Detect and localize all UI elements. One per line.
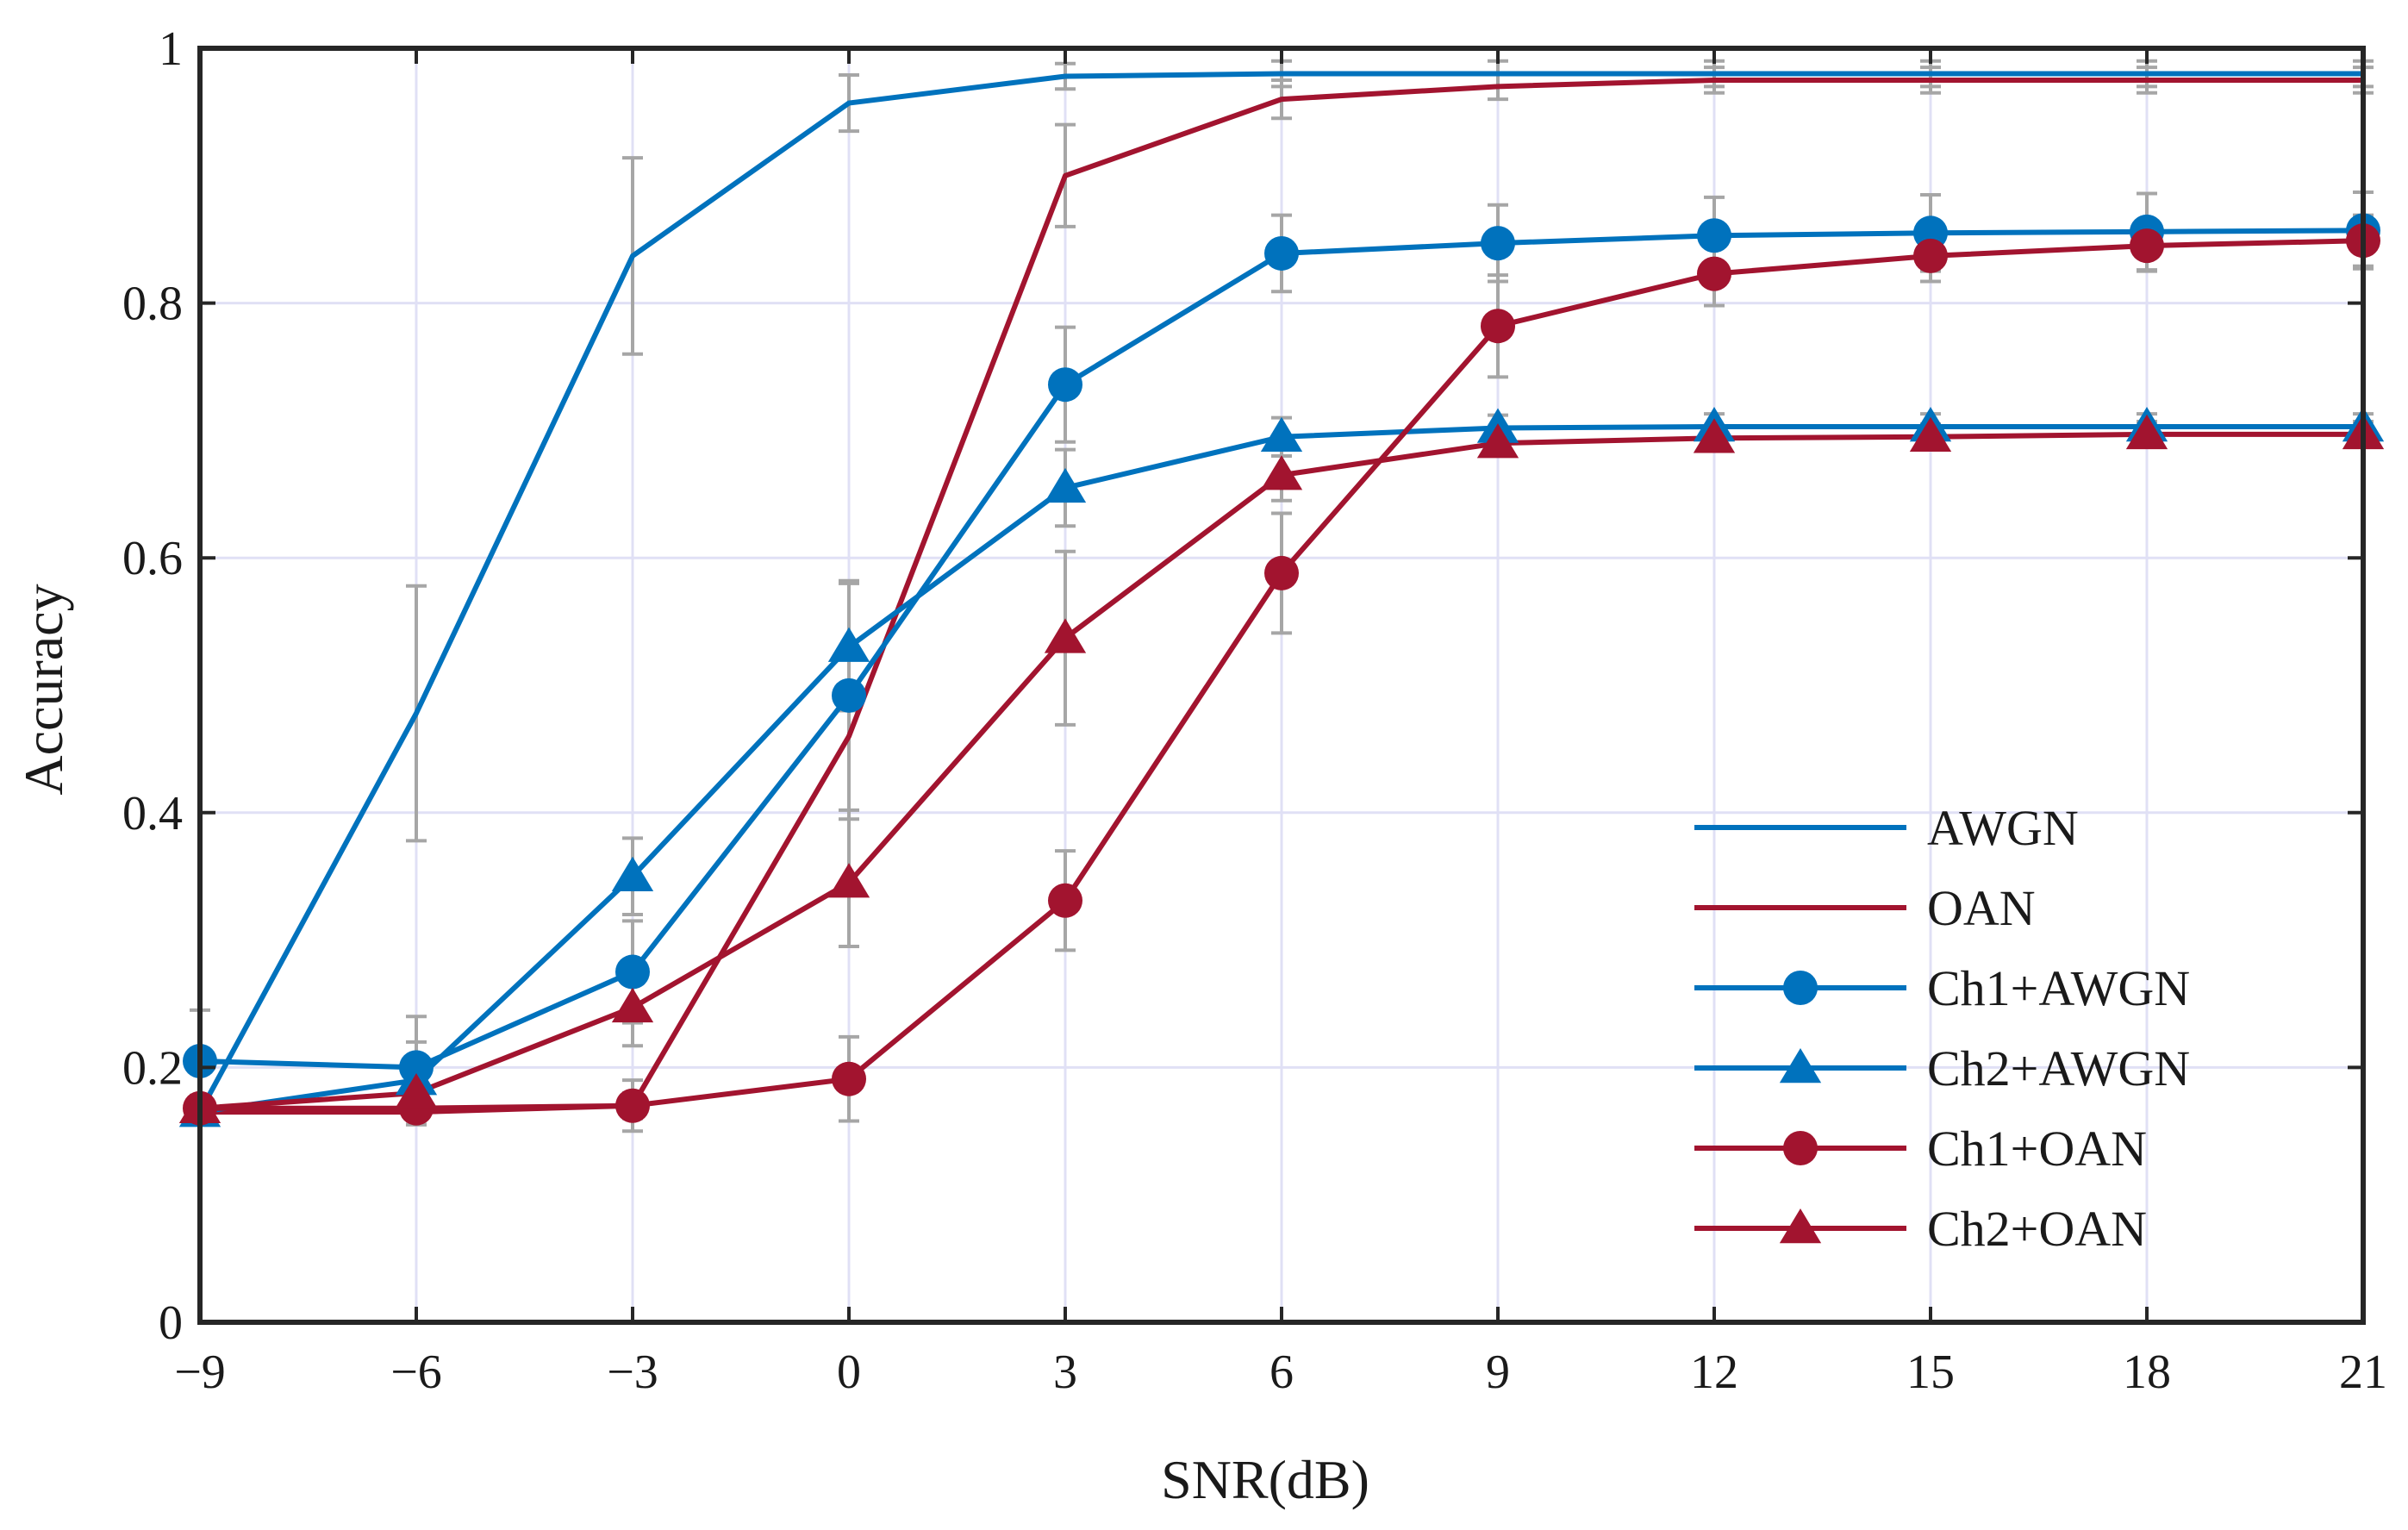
y-tick-label: 0 [159,1296,183,1350]
ch1-oan-point [1264,555,1299,590]
y-tick-label: 0.4 [122,787,183,840]
legend-marker-ch1-awgn [1783,971,1818,1005]
ch1-awgn-point [615,954,650,990]
legend-marker-ch1-oan [1783,1131,1818,1165]
x-tick-label: 12 [1690,1346,1738,1399]
ch2-awgn-point [1044,467,1087,503]
ch1-awgn-point [1697,218,1731,253]
x-tick-label: 18 [2123,1346,2171,1399]
legend-label-oan: OAN [1927,880,2036,936]
y-tick-label: 1 [159,22,183,76]
y-tick-label: 0.8 [122,278,183,331]
ch1-awgn-point [1264,235,1299,271]
ch2-awgn-point [611,856,654,891]
ch1-oan-point [615,1088,650,1123]
ch2-oan-point [611,987,654,1023]
x-tick-label: 6 [1270,1346,1294,1399]
x-tick-label: 0 [837,1346,861,1399]
legend-marker-ch2-awgn [1779,1048,1822,1083]
ch1-oan-point [2130,228,2164,264]
ch2-awgn-point [1260,416,1303,453]
ch2-oan-point [1044,618,1087,653]
x-tick-label: 21 [2339,1346,2387,1399]
ch2-oan-point [1909,416,1952,453]
ch2-oan-point [2125,414,2168,450]
ch1-awgn-point [1481,226,1515,261]
ch1-awgn-point [1048,367,1082,403]
ch1-oan-point [1697,256,1731,291]
x-tick-label: −9 [174,1346,226,1399]
x-tick-label: 15 [1906,1346,1955,1399]
legend-label-ch2-awgn: Ch2+AWGN [1927,1040,2190,1096]
y-axis-title: Accuracy [13,584,74,795]
legend-label-ch1-oan: Ch1+OAN [1927,1121,2147,1177]
legend-marker-ch2-oan [1779,1208,1822,1244]
y-tick-label: 0.2 [122,1041,183,1095]
ch1-awgn-point [832,678,866,713]
ch2-awgn-point [827,627,870,662]
x-axis-title: SNR(dB) [1161,1449,1369,1510]
ch1-oan-point [1913,238,1948,273]
x-tick-label: −6 [390,1346,442,1399]
legend-label-ch1-awgn: Ch1+AWGN [1927,960,2190,1016]
x-tick-label: 3 [1053,1346,1077,1399]
tick-labels: −9 −6 −3 0 3 6 9 12 15 18 21 0 0.2 0.4 0.6 0.8 1 [122,22,2387,1399]
ch2-oan-point [395,1072,438,1108]
ch2-oan-point [1260,455,1303,490]
ch2-oan-point [1693,418,1736,453]
x-tick-label: 9 [1486,1346,1510,1399]
ch1-oan-point [1481,309,1515,344]
axis-ticks [198,47,2365,1324]
series-markers [178,213,2385,1127]
ch1-oan-point [832,1061,866,1096]
ch2-oan-point [1476,423,1519,459]
y-tick-label: 0.6 [122,532,183,585]
x-tick-label: −3 [607,1346,658,1399]
ch2-oan-point [827,863,870,898]
awgn-line [197,71,2363,1114]
legend-label-awgn: AWGN [1927,800,2079,856]
legend-label-ch2-oan: Ch2+OAN [1927,1201,2147,1257]
ch1-oan-point [1048,883,1082,918]
legend: AWGN OAN Ch1+AWGN Ch2+AWGN Ch1+OAN Ch2+OAN [1694,800,2190,1257]
